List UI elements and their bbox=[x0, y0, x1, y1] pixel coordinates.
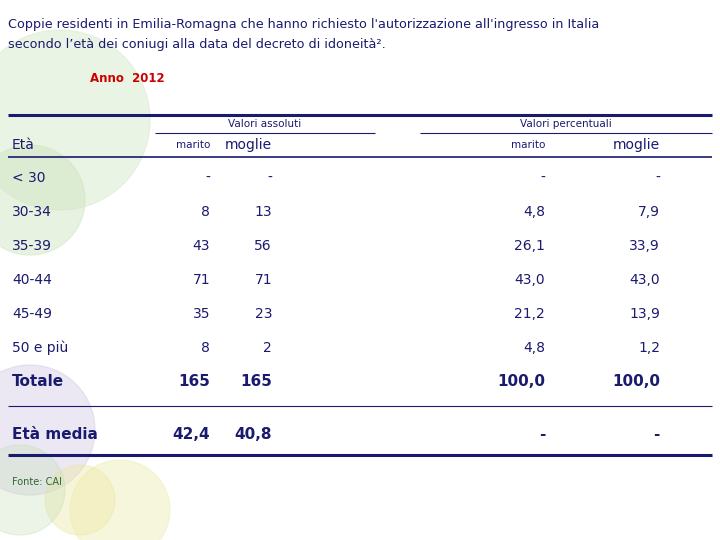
Circle shape bbox=[0, 445, 65, 535]
Text: -: - bbox=[540, 171, 545, 185]
Text: 165: 165 bbox=[178, 375, 210, 389]
Text: 35: 35 bbox=[192, 307, 210, 321]
Text: secondo l’età dei coniugi alla data del decreto di idoneità².: secondo l’età dei coniugi alla data del … bbox=[8, 38, 386, 51]
Circle shape bbox=[0, 30, 150, 210]
Text: Coppie residenti in Emilia-Romagna che hanno richiesto l'autorizzazione all'ingr: Coppie residenti in Emilia-Romagna che h… bbox=[8, 18, 599, 31]
Text: -: - bbox=[205, 171, 210, 185]
Text: 43: 43 bbox=[192, 239, 210, 253]
Text: 2: 2 bbox=[264, 341, 272, 355]
Text: 40-44: 40-44 bbox=[12, 273, 52, 287]
Text: 40,8: 40,8 bbox=[235, 427, 272, 442]
Text: moglie: moglie bbox=[225, 138, 272, 152]
Text: 13,9: 13,9 bbox=[629, 307, 660, 321]
Text: 8: 8 bbox=[201, 341, 210, 355]
Text: 4,8: 4,8 bbox=[523, 341, 545, 355]
Text: 71: 71 bbox=[254, 273, 272, 287]
Text: 8: 8 bbox=[201, 205, 210, 219]
Text: Età: Età bbox=[12, 138, 35, 152]
Text: 43,0: 43,0 bbox=[629, 273, 660, 287]
Text: moglie: moglie bbox=[613, 138, 660, 152]
Circle shape bbox=[0, 145, 85, 255]
Circle shape bbox=[45, 465, 115, 535]
Circle shape bbox=[0, 365, 95, 495]
Text: 45-49: 45-49 bbox=[12, 307, 52, 321]
Text: Valori assoluti: Valori assoluti bbox=[228, 119, 302, 129]
Circle shape bbox=[70, 460, 170, 540]
Text: 30-34: 30-34 bbox=[12, 205, 52, 219]
Text: marito: marito bbox=[176, 140, 210, 150]
Text: 42,4: 42,4 bbox=[172, 427, 210, 442]
Text: 13: 13 bbox=[254, 205, 272, 219]
Text: 26,1: 26,1 bbox=[514, 239, 545, 253]
Text: Valori percentuali: Valori percentuali bbox=[520, 119, 612, 129]
Text: 1,2: 1,2 bbox=[638, 341, 660, 355]
Text: Totale: Totale bbox=[12, 375, 64, 389]
Text: 100,0: 100,0 bbox=[497, 375, 545, 389]
Text: 23: 23 bbox=[254, 307, 272, 321]
Text: 7,9: 7,9 bbox=[638, 205, 660, 219]
Text: 21,2: 21,2 bbox=[514, 307, 545, 321]
Text: 100,0: 100,0 bbox=[612, 375, 660, 389]
Text: -: - bbox=[267, 171, 272, 185]
Text: marito: marito bbox=[510, 140, 545, 150]
Text: 4,8: 4,8 bbox=[523, 205, 545, 219]
Text: -: - bbox=[655, 171, 660, 185]
Text: Anno  2012: Anno 2012 bbox=[90, 72, 165, 85]
Text: -: - bbox=[654, 427, 660, 442]
Text: 165: 165 bbox=[240, 375, 272, 389]
Text: 50 e più: 50 e più bbox=[12, 341, 68, 355]
Text: -: - bbox=[539, 427, 545, 442]
Text: 71: 71 bbox=[192, 273, 210, 287]
Text: 56: 56 bbox=[254, 239, 272, 253]
Text: < 30: < 30 bbox=[12, 171, 45, 185]
Text: Fonte: CAI: Fonte: CAI bbox=[12, 477, 62, 487]
Text: 35-39: 35-39 bbox=[12, 239, 52, 253]
Text: 33,9: 33,9 bbox=[629, 239, 660, 253]
Text: Età media: Età media bbox=[12, 427, 98, 442]
Text: 43,0: 43,0 bbox=[514, 273, 545, 287]
